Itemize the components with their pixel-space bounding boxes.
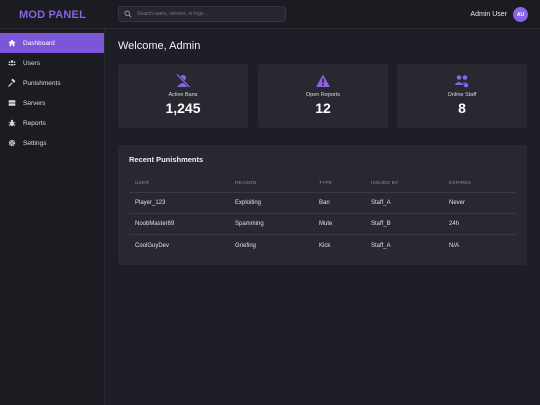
stat-label: Online Staff	[447, 92, 477, 98]
sidebar-item-label: Dashboard	[23, 39, 55, 47]
cell-issued-by: Staff_B	[371, 221, 391, 227]
users-icon	[8, 59, 16, 67]
main-content: Welcome, Admin Active Bans 1,245 Open Re…	[105, 29, 540, 405]
page-title: Welcome, Admin	[118, 40, 201, 52]
sidebar-item-label: Users	[23, 59, 40, 67]
cell-type: Kick	[319, 242, 331, 249]
recent-punishments-panel: Recent Punishments USER REASON TYPE ISSU…	[118, 145, 527, 265]
stat-card-online-staff: Online Staff 8	[397, 64, 527, 128]
panel-title: Recent Punishments	[129, 155, 204, 164]
home-icon	[8, 39, 16, 47]
table-row[interactable]: Player_123 Exploiting Ban Staff_A Never	[129, 193, 516, 214]
sidebar-item-label: Settings	[23, 139, 47, 147]
cell-reason: Exploiting	[235, 200, 262, 206]
staff-icon	[454, 75, 470, 89]
cell-expires: Never	[449, 200, 466, 206]
avatar[interactable]: AU	[513, 7, 528, 22]
top-bar: MOD PANEL Admin User AU	[0, 0, 540, 29]
column-header-type[interactable]: TYPE	[319, 181, 333, 186]
sidebar: Dashboard Users Punishments	[0, 29, 105, 405]
stat-label: Active Bans	[168, 92, 198, 98]
search-icon	[124, 10, 132, 18]
cell-expires: 24h	[449, 221, 460, 227]
cell-issued-by: Staff_A	[371, 242, 391, 249]
stat-label: Open Reports	[305, 92, 341, 98]
column-header-expires[interactable]: EXPIRES	[449, 181, 472, 186]
search-input[interactable]	[137, 11, 282, 17]
sidebar-item-label: Servers	[23, 99, 46, 107]
cell-type: Ban	[319, 200, 330, 206]
column-header-reason[interactable]: REASON	[235, 181, 257, 186]
table-header: USER REASON TYPE ISSUED BY EXPIRES	[129, 175, 516, 193]
cell-type: Mute	[319, 221, 333, 227]
cell-reason: Spamming	[235, 221, 264, 227]
column-header-user[interactable]: USER	[135, 181, 150, 186]
server-icon	[8, 99, 16, 107]
cell-issued-by: Staff_A	[371, 200, 391, 206]
stat-value: 8	[458, 100, 466, 116]
user-menu[interactable]: Admin User AU	[470, 6, 528, 23]
sidebar-item-label: Reports	[23, 119, 46, 127]
bug-icon	[8, 119, 16, 127]
ban-user-icon	[176, 73, 191, 88]
warning-icon	[316, 74, 330, 87]
sidebar-item-users[interactable]: Users	[0, 53, 104, 73]
table-row[interactable]: CoolGuyDev Griefing Kick Staff_A N/A	[129, 235, 516, 256]
sidebar-item-servers[interactable]: Servers	[0, 93, 104, 113]
user-name: Admin User	[470, 11, 507, 18]
cell-reason: Griefing	[235, 242, 257, 249]
gear-icon	[8, 139, 16, 147]
stat-card-open-reports: Open Reports 12	[258, 64, 388, 128]
column-header-issued-by[interactable]: ISSUED BY	[371, 181, 399, 186]
brand-logo[interactable]: MOD PANEL	[19, 8, 86, 21]
cell-user: Player_123	[135, 200, 166, 206]
sidebar-item-dashboard[interactable]: Dashboard	[0, 33, 104, 53]
sidebar-item-punishments[interactable]: Punishments	[0, 73, 104, 93]
search-box[interactable]	[118, 6, 286, 22]
sidebar-item-reports[interactable]: Reports	[0, 113, 104, 133]
sidebar-item-settings[interactable]: Settings	[0, 133, 104, 153]
stat-value: 12	[315, 100, 331, 116]
stat-card-active-bans: Active Bans 1,245	[118, 64, 248, 128]
sidebar-item-label: Punishments	[23, 79, 61, 87]
punishments-table: USER REASON TYPE ISSUED BY EXPIRES Playe…	[129, 175, 516, 256]
cell-user: NoobMaster69	[135, 221, 175, 227]
table-row[interactable]: NoobMaster69 Spamming Mute Staff_B 24h	[129, 214, 516, 235]
cell-user: CoolGuyDev	[135, 242, 170, 249]
cell-expires: N/A	[449, 242, 460, 249]
stat-value: 1,245	[165, 100, 201, 116]
gavel-icon	[8, 79, 16, 87]
